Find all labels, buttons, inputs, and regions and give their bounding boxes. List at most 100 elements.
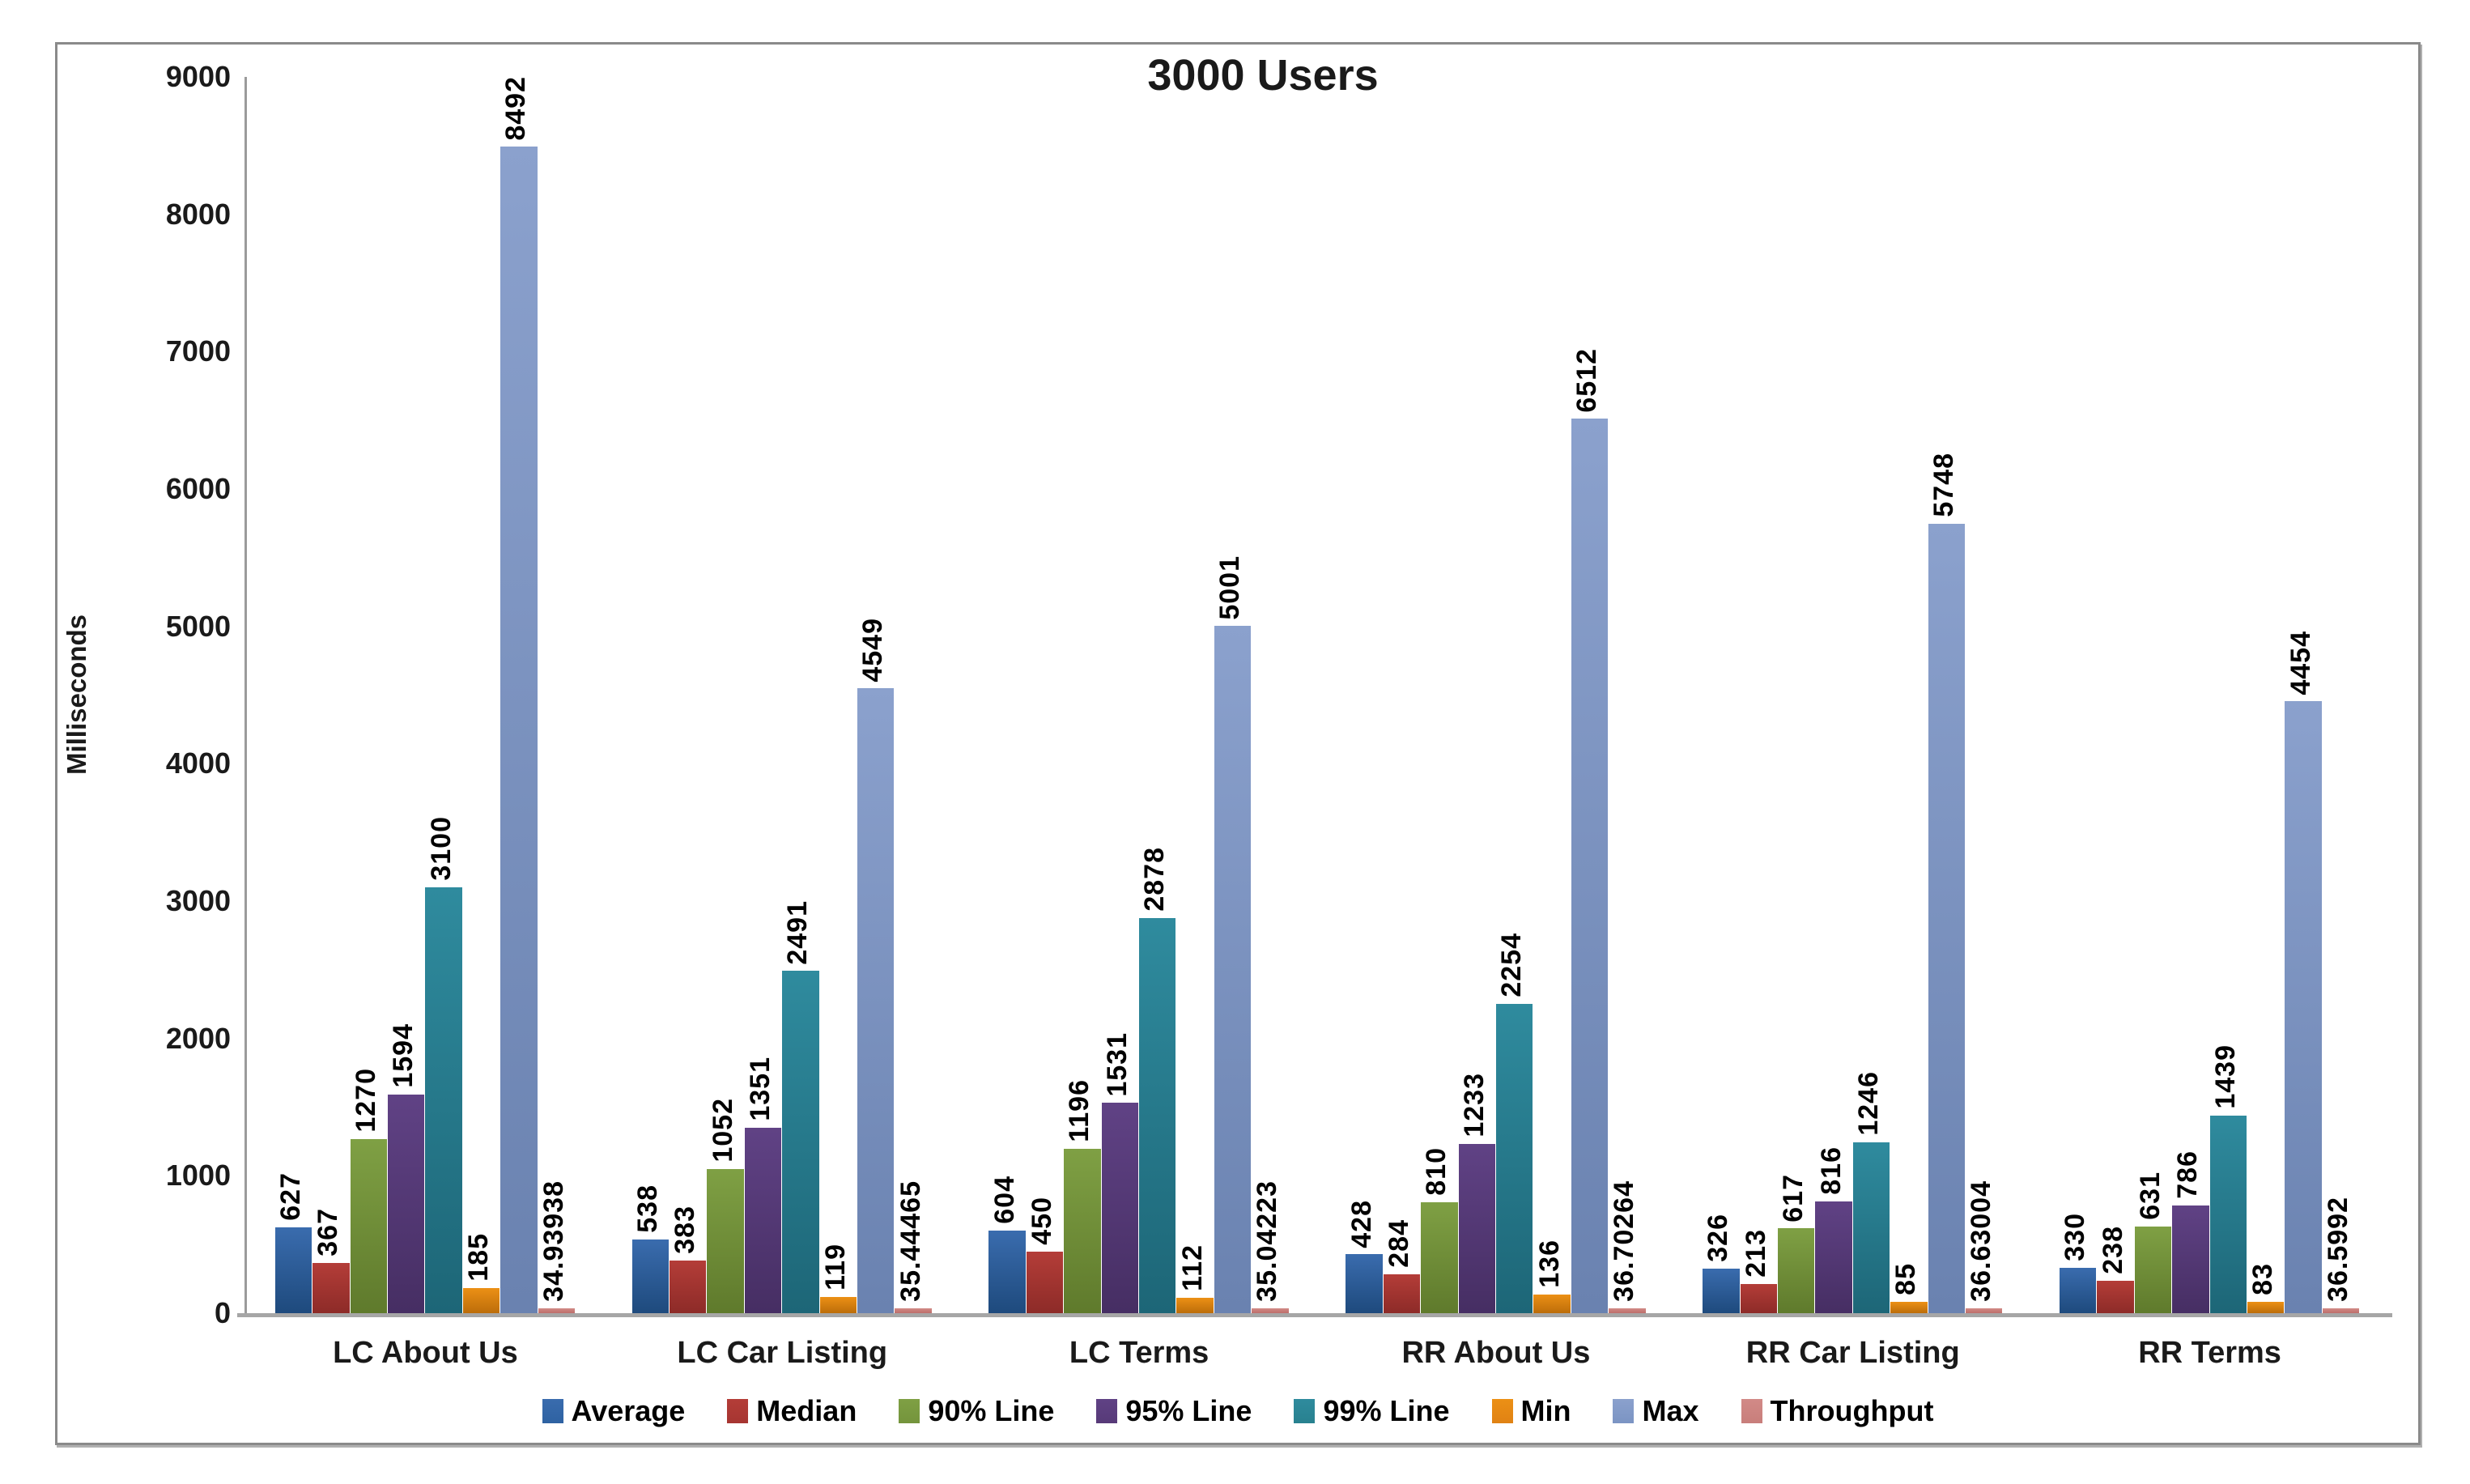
legend-swatch-icon — [1294, 1399, 1316, 1423]
bar-value-label: 8492 — [500, 75, 532, 141]
bar-value-label: 1351 — [745, 1057, 776, 1121]
bar-min-rr-car-listing — [1890, 1301, 1928, 1313]
bar-throughput-lc-terms — [1252, 1308, 1289, 1313]
bar-average-lc-terms — [988, 1230, 1026, 1313]
bar-value-label: 4549 — [857, 617, 889, 682]
bar-value-label: 786 — [2172, 1150, 2204, 1199]
bar-value-label: 604 — [988, 1175, 1020, 1224]
bar-value-label: 34.93938 — [538, 1180, 569, 1303]
bar-value-label: 5748 — [1928, 453, 1959, 517]
bar-value-label: 213 — [1740, 1229, 1771, 1278]
bar-min-rr-terms — [2247, 1301, 2285, 1313]
bar-value-label: 627 — [275, 1171, 306, 1221]
bar-95-line-lc-car-listing — [744, 1127, 782, 1313]
bar-value-label: 816 — [1815, 1146, 1847, 1195]
legend-item: Average — [542, 1394, 686, 1428]
category-label: RR Car Listing — [1745, 1336, 1960, 1370]
bar-value-label: 4454 — [2285, 630, 2316, 695]
bar-value-label: 538 — [631, 1184, 663, 1233]
bar-90-line-lc-car-listing — [707, 1168, 744, 1313]
bar-95-line-rr-terms — [2172, 1205, 2209, 1313]
bar-value-label: 1594 — [388, 1023, 419, 1088]
bar-value-label: 3100 — [425, 816, 457, 882]
bar-max-rr-car-listing — [1928, 523, 1965, 1313]
category-label: RR Terms — [2138, 1336, 2281, 1370]
y-axis-tick-label: 3000 — [165, 884, 231, 917]
bar-99-line-rr-terms — [2209, 1115, 2247, 1313]
bar-min-rr-about-us — [1533, 1294, 1571, 1313]
bar-throughput-lc-about-us — [538, 1308, 576, 1313]
bar-average-lc-about-us — [274, 1227, 312, 1313]
bar-value-label: 185 — [463, 1232, 495, 1282]
y-axis-tick-label: 4000 — [165, 746, 231, 780]
bar-95-line-rr-car-listing — [1815, 1201, 1852, 1313]
chart-title: 3000 Users — [1147, 51, 1379, 100]
bar-min-lc-about-us — [462, 1287, 500, 1313]
legend-label: Max — [1642, 1394, 1699, 1427]
y-axis-line — [244, 77, 247, 1313]
category-label: LC About Us — [333, 1336, 518, 1370]
bar-value-label: 1052 — [707, 1097, 738, 1163]
legend-swatch-icon — [1491, 1399, 1513, 1423]
legend-swatch-icon — [542, 1399, 563, 1423]
bar-average-lc-car-listing — [631, 1239, 670, 1313]
bar-value-label: 238 — [2097, 1225, 2128, 1274]
bar-max-lc-car-listing — [857, 688, 895, 1313]
bar-99-line-lc-car-listing — [782, 971, 819, 1313]
bar-value-label: 617 — [1778, 1173, 1809, 1222]
legend-item: 90% Line — [899, 1394, 1054, 1428]
y-axis-tick-label: 7000 — [165, 334, 231, 368]
bar-90-line-rr-car-listing — [1777, 1228, 1815, 1313]
bar-90-line-rr-about-us — [1421, 1201, 1458, 1313]
bar-value-label: 119 — [819, 1243, 851, 1291]
bar-value-label: 36.70264 — [1609, 1180, 1640, 1302]
bar-value-label: 6512 — [1571, 347, 1602, 413]
bar-value-label: 83 — [2247, 1263, 2279, 1295]
bar-value-label: 112 — [1176, 1244, 1208, 1291]
bar-value-label: 35.04223 — [1252, 1180, 1283, 1303]
bar-max-rr-terms — [2285, 701, 2322, 1313]
legend-label: Average — [571, 1394, 686, 1427]
bar-throughput-rr-about-us — [1609, 1308, 1646, 1313]
bar-95-line-lc-about-us — [388, 1094, 425, 1313]
bar-average-rr-car-listing — [1703, 1268, 1740, 1313]
bar-median-lc-terms — [1026, 1251, 1064, 1313]
bar-average-rr-about-us — [1346, 1254, 1383, 1313]
bar-median-rr-about-us — [1383, 1274, 1421, 1313]
bar-value-label: 36.63004 — [1966, 1180, 1997, 1302]
bar-value-label: 5001 — [1214, 555, 1246, 620]
bar-throughput-lc-car-listing — [895, 1308, 932, 1313]
bar-median-rr-terms — [2097, 1280, 2134, 1313]
legend-label: Median — [756, 1394, 857, 1427]
bar-median-lc-about-us — [312, 1262, 350, 1313]
bar-median-rr-car-listing — [1740, 1283, 1777, 1313]
bar-value-label: 35.44465 — [895, 1180, 926, 1302]
bar-value-label: 284 — [1383, 1219, 1414, 1268]
legend-item: Max — [1613, 1394, 1699, 1428]
bar-min-lc-car-listing — [819, 1296, 857, 1313]
bar-value-label: 85 — [1890, 1262, 1922, 1295]
bar-90-line-lc-about-us — [350, 1138, 387, 1313]
bar-value-label: 631 — [2134, 1171, 2166, 1220]
legend-label: 90% Line — [928, 1394, 1055, 1427]
bar-90-line-rr-terms — [2134, 1226, 2172, 1313]
legend-swatch-icon — [899, 1399, 920, 1423]
legend-label: 99% Line — [1323, 1394, 1450, 1427]
bar-99-line-lc-terms — [1139, 917, 1176, 1313]
bar-value-label: 2254 — [1496, 932, 1528, 997]
legend-item: 95% Line — [1096, 1394, 1252, 1428]
bar-value-label: 450 — [1027, 1196, 1058, 1245]
y-axis-tick-label: 0 — [214, 1296, 231, 1329]
legend-swatch-icon — [1096, 1399, 1118, 1423]
bar-median-lc-car-listing — [670, 1261, 707, 1313]
bar-value-label: 1439 — [2209, 1044, 2241, 1109]
bar-value-label: 1233 — [1458, 1073, 1490, 1137]
bar-99-line-rr-about-us — [1495, 1003, 1533, 1313]
bar-throughput-rr-car-listing — [1965, 1308, 2003, 1313]
bar-min-lc-terms — [1176, 1297, 1214, 1313]
legend-label: Min — [1520, 1394, 1571, 1427]
legend-swatch-icon — [1613, 1399, 1635, 1423]
legend-swatch-icon — [727, 1399, 749, 1423]
y-axis-tick-label: 6000 — [165, 472, 231, 505]
bar-value-label: 383 — [670, 1205, 701, 1255]
